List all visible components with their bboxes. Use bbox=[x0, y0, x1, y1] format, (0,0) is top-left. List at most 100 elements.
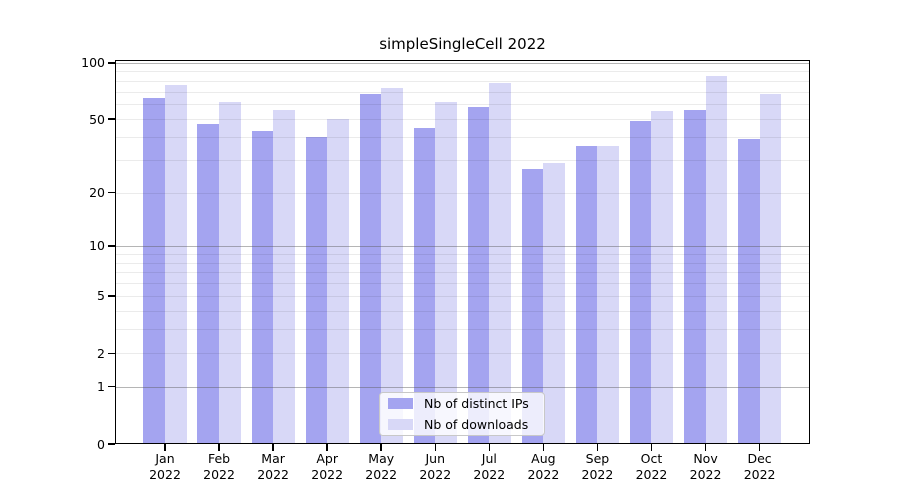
x-tick-year: 2022 bbox=[473, 467, 506, 482]
bar-downloads-may bbox=[381, 88, 403, 444]
x-tick-mark-oct bbox=[650, 444, 653, 451]
gridline-minor-3 bbox=[115, 329, 810, 331]
x-tick-year: 2022 bbox=[581, 467, 614, 482]
gridline-minor-9 bbox=[115, 253, 810, 255]
y-tick-mark-100 bbox=[108, 62, 115, 64]
bar-downloads-jul bbox=[489, 83, 511, 444]
x-tick-year: 2022 bbox=[635, 467, 668, 482]
x-tick-month: Dec bbox=[747, 451, 772, 466]
gridline-minor-70 bbox=[115, 91, 810, 93]
bar-downloads-feb bbox=[219, 101, 241, 444]
bar-distinct-ips-jun bbox=[413, 127, 436, 444]
y-tick-mark-20 bbox=[108, 191, 115, 194]
x-tick-month: Apr bbox=[316, 451, 338, 466]
x-tick-label-jan: Jan 2022 bbox=[135, 451, 195, 483]
legend-row-2: Nb of downloads bbox=[388, 416, 536, 433]
y-tick-label-2: 2 bbox=[97, 345, 105, 361]
y-tick-mark-0 bbox=[108, 443, 115, 445]
x-tick-mark-aug bbox=[542, 444, 545, 451]
x-tick-month: Feb bbox=[207, 451, 231, 466]
gridline-minor-6 bbox=[115, 283, 810, 285]
x-tick-mark-nov bbox=[704, 444, 707, 451]
bar-distinct-ips-may bbox=[359, 94, 382, 444]
x-tick-month: Jul bbox=[481, 451, 497, 466]
x-tick-label-feb: Feb 2022 bbox=[189, 451, 249, 483]
gridline-minor-5 bbox=[115, 295, 810, 297]
gridline-minor-40 bbox=[115, 137, 810, 139]
bar-distinct-ips-aug bbox=[521, 168, 544, 444]
x-tick-label-aug: Aug 2022 bbox=[513, 451, 573, 483]
bar-downloads-dec bbox=[759, 94, 782, 444]
bar-distinct-ips-feb bbox=[197, 124, 220, 444]
x-tick-month: Oct bbox=[640, 451, 663, 466]
legend-label-2: Nb of downloads bbox=[424, 417, 529, 432]
x-tick-month: May bbox=[368, 451, 395, 466]
y-tick-mark-1 bbox=[108, 385, 115, 388]
x-tick-year: 2022 bbox=[257, 467, 289, 482]
x-tick-month: Nov bbox=[693, 451, 718, 466]
chart-title: simpleSingleCell 2022 bbox=[379, 35, 546, 53]
gridline-minor-90 bbox=[115, 71, 810, 73]
gridline-major-100 bbox=[115, 62, 810, 64]
gridline-major-10 bbox=[115, 245, 810, 247]
x-tick-year: 2022 bbox=[743, 467, 776, 482]
y-tick-label-10: 10 bbox=[89, 238, 105, 254]
bar-downloads-jan bbox=[165, 85, 187, 444]
legend: Nb of distinct IPs Nb of downloads bbox=[379, 392, 545, 436]
gridline-minor-7 bbox=[115, 272, 810, 274]
bar-distinct-ips-jan bbox=[143, 97, 165, 444]
bar-distinct-ips-sep bbox=[575, 145, 598, 444]
x-tick-mark-sep bbox=[596, 444, 599, 451]
gridline-minor-4 bbox=[115, 311, 810, 313]
x-tick-label-nov: Nov 2022 bbox=[676, 451, 736, 483]
bar-distinct-ips-apr bbox=[305, 137, 328, 444]
x-tick-year: 2022 bbox=[149, 467, 181, 482]
x-tick-mark-feb bbox=[218, 444, 220, 451]
y-tick-label-100: 100 bbox=[81, 55, 105, 71]
bar-distinct-ips-mar bbox=[251, 131, 274, 444]
x-tick-mark-jan bbox=[164, 444, 166, 451]
bar-downloads-sep bbox=[597, 145, 620, 444]
bar-distinct-ips-jul bbox=[467, 107, 490, 444]
x-tick-label-dec: Dec 2022 bbox=[730, 451, 790, 483]
bar-downloads-oct bbox=[651, 111, 674, 444]
x-tick-month: Sep bbox=[585, 451, 610, 466]
y-tick-label-20: 20 bbox=[89, 185, 105, 200]
x-tick-label-sep: Sep 2022 bbox=[567, 451, 627, 483]
legend-label-1: Nb of distinct IPs bbox=[424, 396, 529, 411]
x-tick-label-apr: Apr 2022 bbox=[297, 451, 357, 483]
x-tick-label-mar: Mar 2022 bbox=[243, 451, 303, 483]
bar-distinct-ips-nov bbox=[683, 110, 706, 444]
x-tick-mark-jul bbox=[488, 444, 491, 451]
x-tick-year: 2022 bbox=[527, 467, 560, 482]
bar-downloads-jun bbox=[435, 101, 457, 444]
y-tick-mark-10 bbox=[108, 245, 115, 247]
x-tick-month: Mar bbox=[261, 451, 285, 466]
gridline-major-1 bbox=[115, 386, 810, 388]
x-tick-mark-mar bbox=[272, 444, 274, 451]
x-tick-label-may: May 2022 bbox=[351, 451, 411, 483]
y-tick-label-50: 50 bbox=[89, 111, 105, 127]
legend-swatch-1 bbox=[388, 398, 413, 409]
bar-downloads-aug bbox=[543, 163, 565, 444]
x-tick-month: Jan bbox=[155, 451, 175, 466]
x-tick-label-jul: Jul 2022 bbox=[459, 451, 519, 483]
x-tick-mark-jun bbox=[434, 444, 437, 451]
gridline-minor-60 bbox=[115, 104, 810, 106]
x-tick-month: Jun bbox=[425, 451, 446, 466]
gridline-minor-2 bbox=[115, 353, 810, 355]
y-tick-mark-50 bbox=[108, 118, 115, 120]
y-tick-label-1: 1 bbox=[97, 379, 105, 395]
bar-distinct-ips-dec bbox=[738, 139, 760, 444]
x-tick-label-oct: Oct 2022 bbox=[621, 451, 681, 483]
x-tick-year: 2022 bbox=[311, 467, 344, 482]
x-tick-year: 2022 bbox=[689, 467, 722, 482]
gridline-minor-50 bbox=[115, 119, 810, 121]
legend-swatch-2 bbox=[388, 419, 413, 430]
x-tick-mark-dec bbox=[758, 444, 761, 451]
bar-downloads-mar bbox=[273, 110, 295, 444]
bar-downloads-nov bbox=[705, 76, 728, 444]
y-tick-label-0: 0 bbox=[97, 436, 105, 452]
y-tick-mark-2 bbox=[108, 352, 115, 354]
y-tick-label-5: 5 bbox=[97, 288, 105, 304]
